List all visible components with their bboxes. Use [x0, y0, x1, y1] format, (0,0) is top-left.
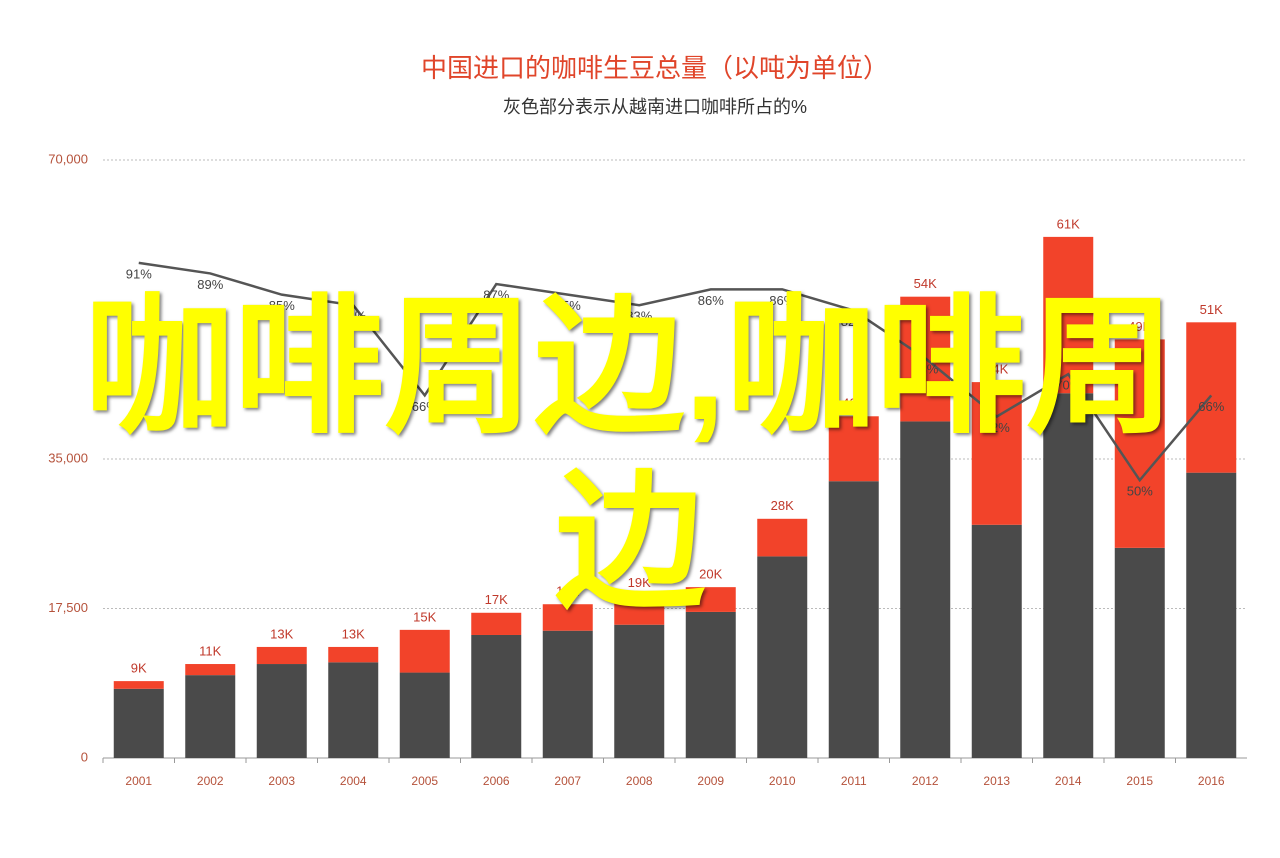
line-label: 83% [626, 309, 652, 324]
line-label: 73% [912, 362, 938, 377]
x-tick-label: 2012 [912, 774, 939, 788]
bar-segment [1114, 339, 1165, 548]
line-label: 66% [412, 399, 438, 414]
line-label: 89% [197, 277, 223, 292]
total-label: 11K [199, 643, 221, 658]
bar-segment [1043, 393, 1094, 758]
bar-segment [757, 518, 808, 557]
total-label: 9K [131, 661, 147, 676]
bar-segment [328, 646, 379, 663]
bar-segment [113, 681, 164, 689]
bar-segment [471, 634, 522, 758]
bar-segment [542, 630, 593, 758]
bar-segment [113, 688, 164, 758]
total-label: 51K [1200, 302, 1223, 317]
x-tick-label: 2004 [340, 774, 367, 788]
chart-subtitle: 灰色部分表示从越南进口咖啡所占的% [503, 97, 807, 117]
total-label: 44K [985, 362, 1008, 377]
x-tick-label: 2003 [268, 774, 295, 788]
line-label: 70% [1055, 378, 1081, 393]
x-tick-label: 2011 [841, 774, 867, 788]
total-label: 28K [771, 498, 794, 513]
bar-segment [471, 612, 522, 635]
x-tick-label: 2008 [626, 774, 653, 788]
x-tick-label: 2009 [697, 774, 724, 788]
bar-segment [185, 664, 236, 676]
line-label: 82% [841, 314, 867, 329]
total-label: 54K [914, 276, 937, 291]
bar-segment [685, 611, 736, 758]
bar-segment [399, 629, 450, 673]
bar-segment [614, 595, 665, 625]
line-label: 86% [769, 293, 795, 308]
x-tick-label: 2010 [769, 774, 796, 788]
total-label: 19K [628, 575, 651, 590]
line-label: 62% [984, 420, 1010, 435]
line-label: 86% [698, 293, 724, 308]
bar-segment [828, 481, 879, 758]
x-tick-label: 2016 [1198, 774, 1225, 788]
x-tick-label: 2015 [1126, 774, 1153, 788]
x-tick-label: 2005 [411, 774, 438, 788]
bar-segment [1114, 547, 1165, 758]
bar-segment [542, 604, 593, 631]
bar-segment [1186, 472, 1237, 758]
bar-segment [1043, 236, 1094, 394]
total-label: 13K [270, 626, 293, 641]
total-label: 20K [699, 567, 722, 582]
x-tick-label: 2006 [483, 774, 510, 788]
line-label: 85% [555, 298, 581, 313]
total-label: 18K [556, 584, 579, 599]
bar-segment [757, 556, 808, 758]
x-tick-label: 2002 [197, 774, 224, 788]
bar-segment [900, 421, 951, 758]
total-label: 49K [1128, 319, 1151, 334]
bar-segment [185, 675, 236, 758]
bar-segment [971, 524, 1022, 758]
y-tick-label: 17,500 [48, 600, 88, 615]
bar-segment [1186, 322, 1237, 473]
x-tick-label: 2013 [983, 774, 1010, 788]
y-tick-label: 70,000 [48, 151, 88, 166]
bar-segment [828, 416, 879, 482]
x-tick-label: 2007 [554, 774, 581, 788]
chart-title: 中国进口的咖啡生豆总量（以吨为单位） [421, 53, 889, 83]
total-label: 15K [413, 609, 436, 624]
total-label: 13K [342, 626, 365, 641]
line-label: 91% [126, 266, 152, 281]
total-label: 40K [842, 396, 865, 411]
bar-segment [685, 587, 736, 612]
bar-segment [399, 672, 450, 758]
line-label: 87% [483, 287, 509, 302]
bar-segment [256, 646, 307, 665]
y-tick-label: 35,000 [48, 450, 88, 465]
line-label: 66% [1198, 399, 1224, 414]
x-tick-label: 2001 [125, 774, 152, 788]
total-label: 61K [1057, 216, 1080, 231]
x-tick-label: 2014 [1055, 774, 1082, 788]
line-label: 50% [1127, 484, 1153, 499]
total-label: 17K [485, 592, 508, 607]
bar-segment [256, 664, 307, 758]
line-label: 83% [340, 309, 366, 324]
bar-segment [614, 624, 665, 758]
line-series [138, 261, 1213, 483]
line-label: 85% [269, 298, 295, 313]
y-tick-label: 0 [81, 749, 88, 764]
bar-segment [328, 662, 379, 758]
